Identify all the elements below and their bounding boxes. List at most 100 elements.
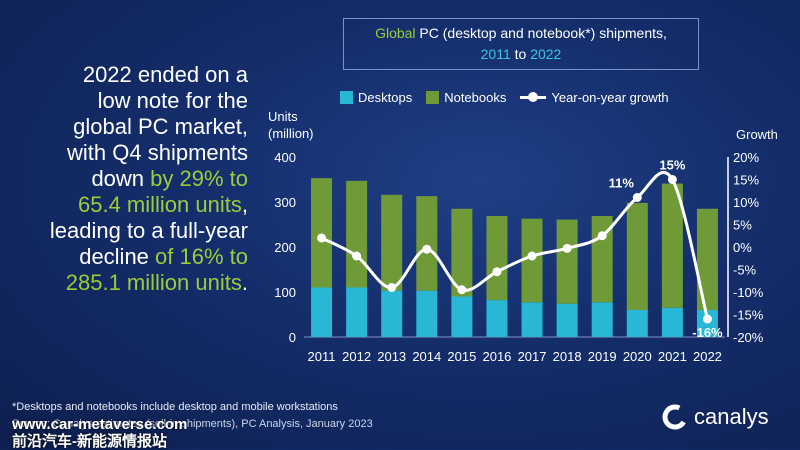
headline: 2022 ended on a low note for the global …	[8, 62, 248, 296]
x-tick-label: 2021	[658, 349, 687, 364]
x-tick-label: 2013	[377, 349, 406, 364]
bar-desktops	[556, 303, 578, 337]
headline-highlight: of 16% to	[155, 244, 248, 269]
bar-desktops	[591, 302, 613, 337]
x-tick-label: 2015	[447, 349, 476, 364]
legend-label: Desktops	[358, 90, 413, 105]
bar-notebooks	[696, 208, 718, 310]
growth-data-label: -16%	[692, 325, 723, 340]
headline-highlight: by 29% to	[150, 166, 248, 191]
growth-point	[352, 251, 362, 261]
x-tick-label: 2011	[308, 349, 336, 364]
y-tick-label: 300	[274, 195, 296, 210]
headline-line: down by 29% to	[8, 166, 248, 192]
growth-point	[702, 314, 712, 324]
growth-point	[317, 233, 327, 243]
headline-line: 65.4 million units,	[8, 192, 248, 218]
growth-data-label: 15%	[659, 158, 685, 173]
right-axis-title: Growth	[736, 127, 778, 142]
growth-point	[457, 285, 467, 295]
legend-swatch-notebooks	[426, 91, 440, 104]
growth-point	[562, 243, 572, 253]
growth-point	[597, 231, 607, 241]
headline-line: with Q4 shipments	[67, 140, 248, 165]
growth-point	[667, 175, 677, 184]
headline-text: .	[241, 270, 248, 295]
legend-label: Year-on-year growth	[551, 90, 669, 105]
x-tick-label: 2022	[693, 349, 722, 364]
left-axis-title-line1: Units	[268, 109, 298, 124]
chart-title-line1: Global PC (desktop and notebook*) shipme…	[344, 23, 698, 44]
bar-desktops	[381, 290, 403, 337]
growth-point	[422, 244, 432, 254]
growth-data-label: 11%	[609, 176, 635, 191]
chart-title-year-end: 2022	[530, 46, 562, 62]
bar-notebooks	[661, 183, 683, 308]
x-tick-label: 2017	[518, 349, 547, 364]
y2-tick-label: 10%	[733, 195, 759, 210]
y2-tick-label: 0%	[733, 240, 752, 255]
headline-text: down	[91, 166, 151, 191]
x-tick-label: 2020	[623, 349, 652, 364]
growth-point	[527, 251, 537, 261]
y2-tick-label: -20%	[733, 330, 764, 345]
headline-line: 285.1 million units.	[8, 270, 248, 296]
watermark-url: www.car-metaverse.com	[12, 416, 188, 433]
legend-swatch-desktops	[340, 91, 353, 104]
legend-swatch-growth	[520, 91, 547, 104]
x-tick-label: 2012	[342, 349, 371, 364]
y-tick-label: 400	[274, 150, 296, 165]
growth-point	[387, 283, 397, 292]
y-tick-label: 200	[274, 240, 296, 255]
headline-line: decline of 16% to	[8, 244, 248, 270]
legend-desktops: Desktops	[340, 90, 412, 105]
growth-point	[632, 193, 642, 202]
watermark: www.car-metaverse.com 前沿汽车-新能源情报站	[12, 416, 187, 450]
canalys-logo: canalys	[662, 404, 769, 430]
legend-label: Notebooks	[444, 90, 507, 105]
chart-title-text: PC (desktop and notebook*) shipments,	[415, 25, 667, 41]
growth-point	[492, 267, 502, 277]
chart-title-year-start: 2011	[480, 46, 511, 62]
chart-title-global: Global	[375, 25, 416, 41]
growth-line	[320, 171, 709, 320]
headline-text: decline	[79, 244, 156, 269]
bar-notebooks	[451, 208, 473, 297]
bar-desktops	[661, 307, 683, 337]
headline-line: low note for the	[97, 88, 248, 113]
y-tick-label: 0	[289, 330, 296, 345]
bar-notebooks	[486, 215, 508, 301]
headline-text: ,	[241, 192, 248, 217]
bar-desktops	[521, 302, 543, 337]
headline-line: 2022 ended on a	[82, 62, 248, 87]
headline-highlight: 65.4 million units	[78, 192, 242, 217]
legend-growth: Year-on-year growth	[520, 90, 669, 105]
bar-notebooks	[416, 196, 438, 291]
x-tick-label: 2018	[553, 349, 582, 364]
chart-legend: Desktops Notebooks Year-on-year growth	[340, 90, 683, 105]
y2-tick-label: 15%	[733, 173, 759, 188]
y2-tick-label: -15%	[733, 308, 764, 323]
bar-desktops	[416, 290, 438, 337]
canalys-logo-icon	[662, 404, 688, 430]
y2-tick-label: 5%	[733, 218, 752, 233]
left-axis-title-line2: (million)	[268, 126, 314, 141]
y-tick-label: 100	[274, 285, 296, 300]
bar-notebooks	[381, 194, 403, 291]
x-tick-label: 2019	[588, 349, 617, 364]
bar-notebooks	[346, 180, 368, 288]
bar-notebooks	[626, 202, 648, 310]
y2-tick-label: -5%	[733, 263, 757, 278]
canalys-logo-text: canalys	[694, 404, 769, 429]
bar-desktops	[346, 287, 368, 337]
bar-notebooks	[556, 219, 578, 304]
legend-notebooks: Notebooks	[426, 90, 506, 105]
headline-highlight: 285.1 million units	[65, 270, 242, 295]
bar-desktops	[626, 310, 648, 337]
x-tick-label: 2014	[412, 349, 441, 364]
chart-title-to: to	[510, 46, 531, 62]
left-axis-title: Units (million)	[268, 108, 314, 142]
y2-tick-label: -10%	[733, 285, 764, 300]
bar-desktops	[486, 300, 508, 337]
